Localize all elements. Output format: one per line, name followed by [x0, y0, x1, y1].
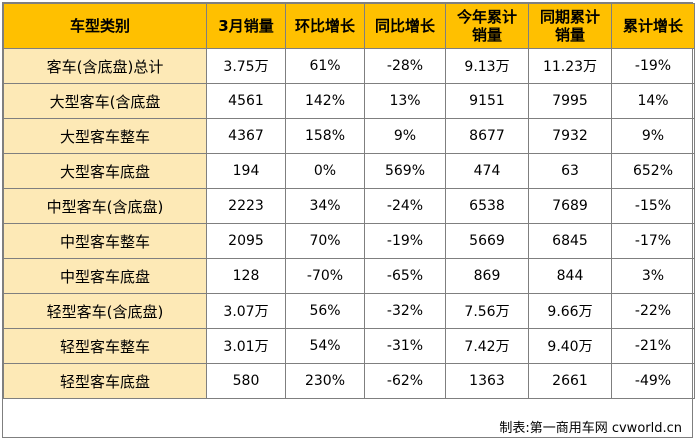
cell-march-sales: 4367: [206, 118, 286, 154]
cell-ytd-sales: 9.13万: [445, 48, 529, 84]
header-ytd-sales: 今年累计 销量: [445, 3, 529, 49]
cell-ytd-sales: 7.56万: [445, 293, 529, 329]
cell-prior-ytd-sales: 63: [528, 153, 612, 189]
table-row: 轻型客车整车 3.01万 54% -31% 7.42万 9.40万 -21%: [3, 328, 695, 364]
header-ytd-growth: 累计增长: [611, 3, 695, 49]
cell-mom-growth: 158%: [285, 118, 365, 154]
table-row: 轻型客车(含底盘) 3.07万 56% -32% 7.56万 9.66万 -22…: [3, 293, 695, 329]
cell-march-sales: 3.75万: [206, 48, 286, 84]
cell-prior-ytd-sales: 9.66万: [528, 293, 612, 329]
cell-ytd-sales: 869: [445, 258, 529, 294]
cell-mom-growth: 70%: [285, 223, 365, 259]
cell-ytd-growth: -49%: [611, 363, 695, 399]
cell-ytd-sales: 1363: [445, 363, 529, 399]
cell-ytd-growth: -17%: [611, 223, 695, 259]
cell-march-sales: 580: [206, 363, 286, 399]
cell-prior-ytd-sales: 9.40万: [528, 328, 612, 364]
table-row: 客车(含底盘)总计 3.75万 61% -28% 9.13万 11.23万 -1…: [3, 48, 695, 84]
table-row: 大型客车(含底盘 4561 142% 13% 9151 7995 14%: [3, 83, 695, 119]
cell-yoy-growth: -28%: [364, 48, 446, 84]
row-category: 大型客车整车: [3, 118, 207, 154]
cell-prior-ytd-sales: 6845: [528, 223, 612, 259]
cell-ytd-sales: 7.42万: [445, 328, 529, 364]
header-prior-ytd-sales: 同期累计 销量: [528, 3, 612, 49]
cell-march-sales: 3.07万: [206, 293, 286, 329]
cell-mom-growth: 61%: [285, 48, 365, 84]
cell-ytd-growth: 14%: [611, 83, 695, 119]
cell-march-sales: 3.01万: [206, 328, 286, 364]
row-category: 轻型客车(含底盘): [3, 293, 207, 329]
cell-yoy-growth: -19%: [364, 223, 446, 259]
cell-mom-growth: -70%: [285, 258, 365, 294]
bus-sales-table: 车型类别 3月销量 环比增长 同比增长 今年累计 销量 同期累计 销量 累计增长…: [3, 3, 695, 399]
cell-ytd-growth: 9%: [611, 118, 695, 154]
header-mom-growth: 环比增长: [285, 3, 365, 49]
cell-yoy-growth: 13%: [364, 83, 446, 119]
cell-march-sales: 2095: [206, 223, 286, 259]
row-category: 中型客车底盘: [3, 258, 207, 294]
cell-yoy-growth: 569%: [364, 153, 446, 189]
header-yoy-growth: 同比增长: [364, 3, 446, 49]
table-row: 大型客车底盘 194 0% 569% 474 63 652%: [3, 153, 695, 189]
cell-march-sales: 2223: [206, 188, 286, 224]
cell-mom-growth: 0%: [285, 153, 365, 189]
cell-ytd-growth: 3%: [611, 258, 695, 294]
cell-ytd-growth: -19%: [611, 48, 695, 84]
cell-yoy-growth: -65%: [364, 258, 446, 294]
cell-mom-growth: 142%: [285, 83, 365, 119]
table-row: 中型客车整车 2095 70% -19% 5669 6845 -17%: [3, 223, 695, 259]
row-category: 中型客车(含底盘): [3, 188, 207, 224]
table-source-credit: 制表:第一商用车网 cvworld.cn: [499, 421, 682, 436]
cell-mom-growth: 56%: [285, 293, 365, 329]
cell-mom-growth: 54%: [285, 328, 365, 364]
row-category: 轻型客车底盘: [3, 363, 207, 399]
cell-ytd-growth: 652%: [611, 153, 695, 189]
cell-prior-ytd-sales: 11.23万: [528, 48, 612, 84]
cell-prior-ytd-sales: 7932: [528, 118, 612, 154]
cell-ytd-sales: 9151: [445, 83, 529, 119]
row-category: 客车(含底盘)总计: [3, 48, 207, 84]
cell-march-sales: 194: [206, 153, 286, 189]
cell-ytd-growth: -15%: [611, 188, 695, 224]
cell-ytd-sales: 474: [445, 153, 529, 189]
cell-yoy-growth: -24%: [364, 188, 446, 224]
cell-prior-ytd-sales: 844: [528, 258, 612, 294]
cell-march-sales: 128: [206, 258, 286, 294]
cell-mom-growth: 34%: [285, 188, 365, 224]
cell-prior-ytd-sales: 7995: [528, 83, 612, 119]
cell-yoy-growth: -62%: [364, 363, 446, 399]
cell-prior-ytd-sales: 2661: [528, 363, 612, 399]
cell-ytd-sales: 8677: [445, 118, 529, 154]
table-row: 轻型客车底盘 580 230% -62% 1363 2661 -49%: [3, 363, 695, 399]
cell-march-sales: 4561: [206, 83, 286, 119]
row-category: 中型客车整车: [3, 223, 207, 259]
cell-ytd-growth: -21%: [611, 328, 695, 364]
row-category: 轻型客车整车: [3, 328, 207, 364]
row-category: 大型客车(含底盘: [3, 83, 207, 119]
row-category: 大型客车底盘: [3, 153, 207, 189]
table-row: 中型客车(含底盘) 2223 34% -24% 6538 7689 -15%: [3, 188, 695, 224]
table-header-row: 车型类别 3月销量 环比增长 同比增长 今年累计 销量 同期累计 销量 累计增长: [3, 3, 695, 49]
cell-mom-growth: 230%: [285, 363, 365, 399]
table-row: 大型客车整车 4367 158% 9% 8677 7932 9%: [3, 118, 695, 154]
cell-ytd-sales: 6538: [445, 188, 529, 224]
cell-ytd-growth: -22%: [611, 293, 695, 329]
cell-yoy-growth: 9%: [364, 118, 446, 154]
header-march-sales: 3月销量: [206, 3, 286, 49]
cell-ytd-sales: 5669: [445, 223, 529, 259]
table-row: 中型客车底盘 128 -70% -65% 869 844 3%: [3, 258, 695, 294]
header-vehicle-type: 车型类别: [3, 3, 207, 49]
cell-yoy-growth: -32%: [364, 293, 446, 329]
cell-yoy-growth: -31%: [364, 328, 446, 364]
cell-prior-ytd-sales: 7689: [528, 188, 612, 224]
